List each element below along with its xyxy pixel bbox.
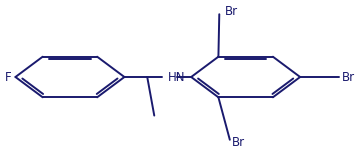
Text: F: F	[5, 71, 11, 83]
Text: Br: Br	[232, 136, 245, 149]
Text: HN: HN	[168, 71, 186, 83]
Text: Br: Br	[225, 5, 238, 18]
Text: Br: Br	[342, 71, 355, 83]
